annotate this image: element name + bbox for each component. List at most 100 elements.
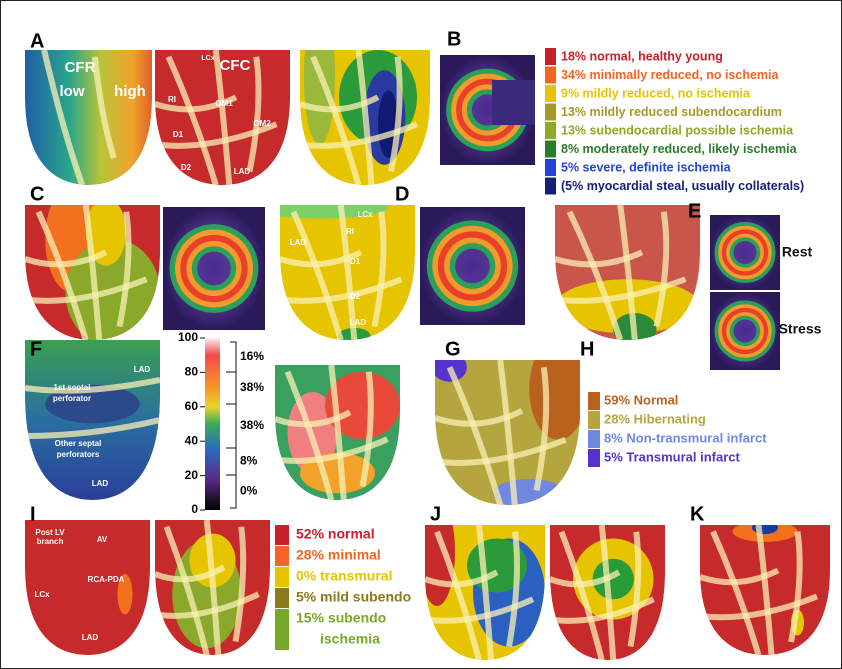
anatomy-label: Other septal: [55, 439, 102, 448]
legend-swatch: [588, 411, 600, 429]
colorbar-tick-label: 100: [178, 330, 198, 344]
panel-letter: F: [30, 338, 42, 360]
anatomy-label: LAD: [290, 238, 307, 247]
legend-text: 34% minimally reduced, no ischemia: [561, 68, 779, 82]
anatomy-label: LAD: [234, 167, 251, 176]
legend-swatch: [545, 67, 556, 84]
legend-text: 5% mild subendo: [296, 589, 411, 605]
legend-text: 8% moderately reduced, likely ischemia: [561, 142, 798, 156]
legend-swatch: [275, 546, 289, 566]
anatomy-label: LAD: [82, 633, 99, 642]
legend-swatch: [545, 141, 556, 158]
legend-swatch: [588, 392, 600, 410]
panel-letter: E: [688, 200, 701, 222]
colorbar-bracket: [230, 342, 236, 508]
heart-map: [253, 197, 415, 344]
legend-text: 52% normal: [296, 526, 375, 542]
anatomy-label: 1st septal: [54, 383, 91, 392]
anatomy-label: LAD: [92, 479, 109, 488]
legend-text: 5% severe, definite ischemia: [561, 160, 732, 174]
anatomy-label: LAD: [134, 365, 151, 374]
anatomy-label: high: [114, 83, 146, 100]
panel-letter: J: [430, 503, 441, 525]
legend-swatch: [275, 525, 289, 545]
panel-letter: C: [30, 183, 44, 205]
perfusion-region: [529, 338, 587, 440]
legend-text: 13% mildly reduced subendocardium: [561, 105, 782, 119]
anatomy-label: CFC: [220, 57, 251, 74]
legend-swatch: [275, 588, 289, 608]
legend-text: 8% Non-transmural infarct: [604, 430, 767, 445]
anatomy-label: LCx: [201, 55, 214, 62]
colorbar-tick-label: 0: [191, 502, 198, 516]
legend-text: (5% myocardial steal, usually collateral…: [561, 179, 804, 193]
legend-text: 5% Transmural infarct: [604, 449, 740, 464]
heart-map: [300, 10, 430, 186]
figure: A B C D E F G H I J K CFR low high LCx CFC RI OM1 OM2 D1 D2 L…: [0, 0, 842, 669]
legend-swatch: [275, 567, 289, 587]
legend-text: 28% Hibernating: [604, 411, 706, 426]
colorbar-tick-label: 80: [185, 365, 199, 379]
panel-letter: G: [445, 338, 461, 360]
panel-letter: K: [690, 503, 705, 525]
anatomy-label: RCA-PDA: [88, 575, 125, 584]
anatomy-label: D2: [350, 292, 361, 301]
legend-swatch: [588, 449, 600, 467]
legend-swatch: [545, 122, 556, 139]
legend-text: 0% transmural: [296, 568, 392, 584]
panel-letter: B: [447, 28, 461, 50]
anatomy-label: OM2: [253, 119, 271, 128]
anatomy-label: D2: [181, 163, 192, 172]
heart-map: [555, 205, 700, 345]
legend-text: 9% mildly reduced, no ischemia: [561, 86, 751, 100]
legend-swatch: [545, 104, 556, 121]
colorbar-percent: 38%: [240, 418, 264, 432]
anatomy-label: AV: [97, 535, 108, 544]
page: {"panel_letters": ["A", "B", "C", "D", "…: [0, 0, 842, 669]
colorbar-tick-label: 40: [185, 433, 199, 447]
panel-letter: A: [30, 30, 44, 52]
legend-text: 59% Normal: [604, 392, 678, 407]
legend-text: 18% normal, healthy young: [561, 49, 723, 63]
pet-gap: [492, 80, 535, 125]
anatomy-label: CFR: [65, 59, 96, 76]
anatomy-label: OM1: [215, 99, 233, 108]
perfusion-region: [493, 479, 566, 508]
colorbar-tick-label: 60: [185, 399, 199, 413]
anatomy-label: Rest: [782, 244, 813, 260]
legend-text: 28% minimal: [296, 547, 381, 563]
anatomy-label: LCx: [34, 590, 50, 599]
anatomy-label: low: [60, 83, 85, 100]
legend-swatch: [588, 430, 600, 448]
panel-letter: I: [30, 503, 36, 525]
anatomy-label: D1: [173, 130, 184, 139]
panel-letter: H: [580, 338, 594, 360]
colorbar-percent: 0%: [240, 484, 258, 498]
heart-map: [700, 521, 830, 655]
legend-swatch: [545, 48, 556, 65]
colorbar-percent: 16%: [240, 349, 264, 363]
colorbar-tick-label: 20: [185, 468, 199, 482]
heart-map: [155, 520, 270, 655]
colorbar: [205, 338, 220, 510]
anatomy-label: Post LV: [35, 528, 65, 537]
anatomy-label: branch: [37, 537, 64, 546]
anatomy-label: D1: [350, 257, 361, 266]
heart-map: [25, 340, 160, 500]
panel-letter: D: [395, 183, 409, 205]
colorbar-percent: 38%: [240, 380, 264, 394]
legend-swatch: [545, 178, 556, 195]
anatomy-label: perforator: [53, 394, 91, 403]
legend-text: 13% subendocardial possible ischemia: [561, 123, 794, 137]
anatomy-label: RI: [346, 227, 354, 236]
legend-swatch: [545, 85, 556, 102]
legend-text: ischemia: [320, 631, 380, 647]
anatomy-label: LCx: [357, 210, 373, 219]
colorbar-percent: 8%: [240, 454, 258, 468]
heart-map: [432, 338, 587, 508]
anatomy-label: Stress: [779, 321, 822, 337]
anatomy-label: RI: [168, 95, 176, 104]
anatomy-label: perforators: [57, 450, 100, 459]
legend-swatch: [275, 609, 289, 650]
heart-map: [25, 185, 160, 347]
